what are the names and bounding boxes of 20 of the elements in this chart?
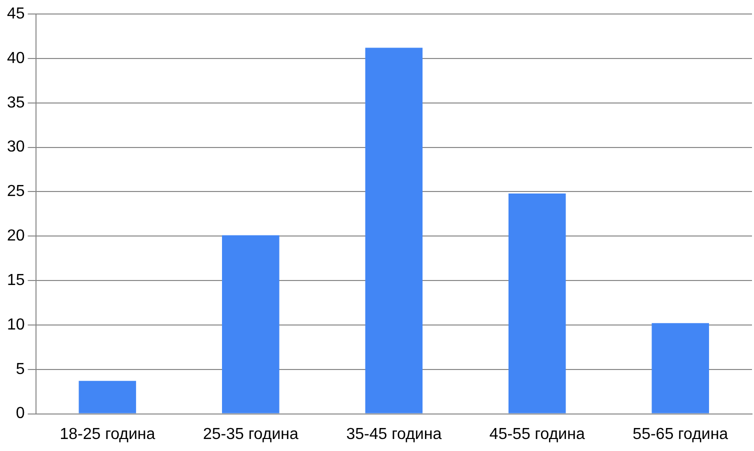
x-tick-label: 35-45 година	[346, 426, 442, 443]
bar	[365, 48, 423, 414]
x-tick-label: 55-65 година	[632, 426, 728, 443]
y-tick-label: 5	[16, 360, 25, 378]
y-tick-label: 10	[7, 316, 25, 334]
bar	[222, 235, 280, 414]
bar	[508, 193, 566, 414]
y-tick-label: 35	[7, 94, 25, 112]
bar	[652, 323, 710, 414]
x-tick-label: 25-35 година	[202, 426, 298, 443]
y-tick-label: 45	[7, 5, 25, 22]
y-tick-label: 25	[7, 183, 25, 200]
y-tick-label: 15	[7, 272, 25, 289]
bar	[78, 380, 136, 414]
y-tick-label: 20	[7, 228, 25, 245]
y-tick-label: 30	[7, 138, 25, 156]
y-tick-label: 0	[16, 405, 25, 422]
x-tick-label: 18-25 година	[60, 426, 156, 443]
x-tick-label: 45-55 година	[489, 426, 585, 443]
y-tick-label: 40	[7, 50, 25, 67]
